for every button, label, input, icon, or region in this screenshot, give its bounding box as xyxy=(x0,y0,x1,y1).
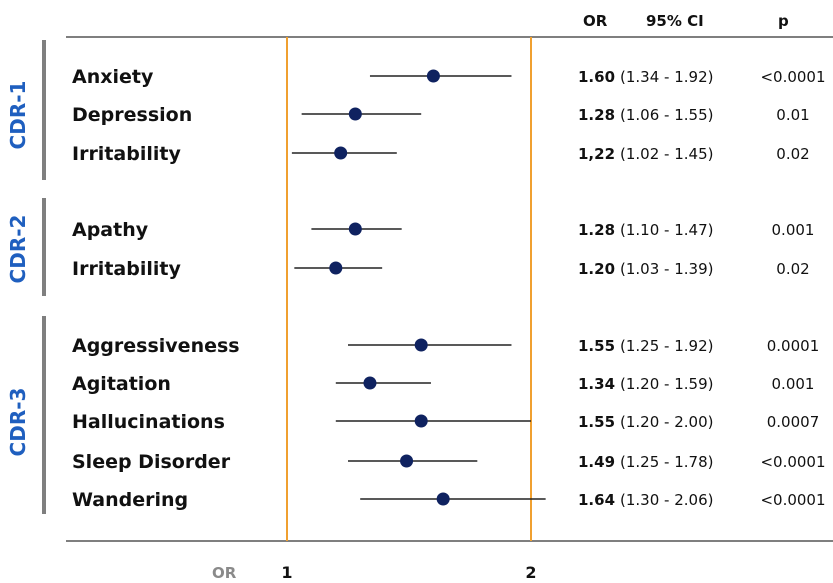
row-label: Aggressiveness xyxy=(72,335,240,357)
or-point-marker xyxy=(400,454,414,468)
row-label: Anxiety xyxy=(72,66,154,88)
group-cdr-1: CDR-1 Anxiety 1.60 (1.34 - 1.92) <0.0001 Depr… xyxy=(6,40,826,180)
ci-value: (1.34 - 1.92) xyxy=(620,68,713,86)
ci-value: (1.20 - 2.00) xyxy=(620,413,713,431)
or-value: 1.49 xyxy=(578,453,615,471)
forest-rows: CDR-1 Anxiety 1.60 (1.34 - 1.92) <0.0001 Depr… xyxy=(6,40,826,514)
ci-value: (1.20 - 1.59) xyxy=(620,375,713,393)
or-ci-text: 1.34 (1.20 - 1.59) xyxy=(578,375,713,393)
or-ci-text: 1,22 (1.02 - 1.45) xyxy=(578,145,713,163)
or-point-marker xyxy=(426,69,440,83)
or-value: 1,22 xyxy=(578,145,615,163)
or-ci-text: 1.60 (1.34 - 1.92) xyxy=(578,68,713,86)
or-value: 1.28 xyxy=(578,221,615,239)
or-value: 1.34 xyxy=(578,375,615,393)
or-ci-text: 1.28 (1.06 - 1.55) xyxy=(578,106,713,124)
forest-row: Apathy 1.28 (1.10 - 1.47) 0.001 xyxy=(72,219,814,241)
p-value: <0.0001 xyxy=(760,491,825,509)
or-point-marker xyxy=(348,222,362,236)
or-point-marker xyxy=(329,261,343,275)
x-axis-label: OR xyxy=(212,564,237,582)
reference-lines xyxy=(286,37,532,541)
header-ci: 95% CI xyxy=(646,12,704,30)
or-value: 1.55 xyxy=(578,337,615,355)
forest-row: Sleep Disorder 1.49 (1.25 - 1.78) <0.0001 xyxy=(72,451,826,473)
p-value: 0.02 xyxy=(776,260,809,278)
group-label: CDR-3 xyxy=(6,388,30,457)
p-value: 0.02 xyxy=(776,145,809,163)
header-p: p xyxy=(778,12,789,30)
ci-value: (1.10 - 1.47) xyxy=(620,221,713,239)
ci-value: (1.25 - 1.78) xyxy=(620,453,713,471)
forest-row: Agitation 1.34 (1.20 - 1.59) 0.001 xyxy=(72,373,814,395)
p-value: <0.0001 xyxy=(760,453,825,471)
plot-frame xyxy=(66,36,833,542)
or-point-marker xyxy=(348,107,362,121)
p-value: 0.001 xyxy=(772,375,815,393)
forest-row: Wandering 1.64 (1.30 - 2.06) <0.0001 xyxy=(72,489,826,511)
or-ci-text: 1.28 (1.10 - 1.47) xyxy=(578,221,713,239)
or-ci-text: 1.49 (1.25 - 1.78) xyxy=(578,453,713,471)
or-point-marker xyxy=(436,492,450,506)
x-tick-label: 2 xyxy=(525,563,536,582)
p-value: 0.001 xyxy=(772,221,815,239)
or-value: 1.64 xyxy=(578,491,615,509)
ci-value: (1.03 - 1.39) xyxy=(620,260,713,278)
ci-value: (1.30 - 2.06) xyxy=(620,491,713,509)
group-cdr-2: CDR-2 Apathy 1.28 (1.10 - 1.47) 0.001 Irritab… xyxy=(6,198,814,296)
ci-value: (1.02 - 1.45) xyxy=(620,145,713,163)
forest-row: Aggressiveness 1.55 (1.25 - 1.92) 0.0001 xyxy=(72,335,819,357)
or-point-marker xyxy=(363,376,377,390)
ci-value: (1.06 - 1.55) xyxy=(620,106,713,124)
group-label: CDR-2 xyxy=(6,215,30,284)
or-ci-text: 1.55 (1.25 - 1.92) xyxy=(578,337,713,355)
forest-row: Anxiety 1.60 (1.34 - 1.92) <0.0001 xyxy=(72,66,826,88)
group-label: CDR-1 xyxy=(6,81,30,150)
row-label: Hallucinations xyxy=(72,411,225,433)
or-ci-text: 1.64 (1.30 - 2.06) xyxy=(578,491,713,509)
or-value: 1.60 xyxy=(578,68,615,86)
row-label: Depression xyxy=(72,104,192,126)
p-value: 0.0007 xyxy=(767,413,820,431)
row-label: Agitation xyxy=(72,373,171,395)
or-point-marker xyxy=(414,414,428,428)
forest-row: Irritability 1,22 (1.02 - 1.45) 0.02 xyxy=(72,143,810,165)
row-label: Apathy xyxy=(72,219,149,241)
forest-row: Hallucinations 1.55 (1.20 - 2.00) 0.0007 xyxy=(72,411,819,433)
p-value: 0.01 xyxy=(776,106,809,124)
or-point-marker xyxy=(414,338,428,352)
ci-value: (1.25 - 1.92) xyxy=(620,337,713,355)
p-value: <0.0001 xyxy=(760,68,825,86)
header-or: OR xyxy=(583,12,608,30)
row-label: Irritability xyxy=(72,143,181,165)
or-value: 1.20 xyxy=(578,260,615,278)
x-tick-label: 1 xyxy=(281,563,292,582)
row-label: Wandering xyxy=(72,489,188,511)
forest-row: Irritability 1.20 (1.03 - 1.39) 0.02 xyxy=(72,258,810,280)
forest-row: Depression 1.28 (1.06 - 1.55) 0.01 xyxy=(72,104,810,126)
p-value: 0.0001 xyxy=(767,337,820,355)
group-cdr-3: CDR-3 Aggressiveness 1.55 (1.25 - 1.92) 0.00… xyxy=(6,316,826,514)
or-point-marker xyxy=(334,146,348,160)
or-value: 1.28 xyxy=(578,106,615,124)
text-labels: OR 95% CI p OR xyxy=(212,12,789,582)
or-value: 1.55 xyxy=(578,413,615,431)
or-ci-text: 1.55 (1.20 - 2.00) xyxy=(578,413,713,431)
row-label: Irritability xyxy=(72,258,181,280)
or-ci-text: 1.20 (1.03 - 1.39) xyxy=(578,260,713,278)
row-label: Sleep Disorder xyxy=(72,451,231,473)
